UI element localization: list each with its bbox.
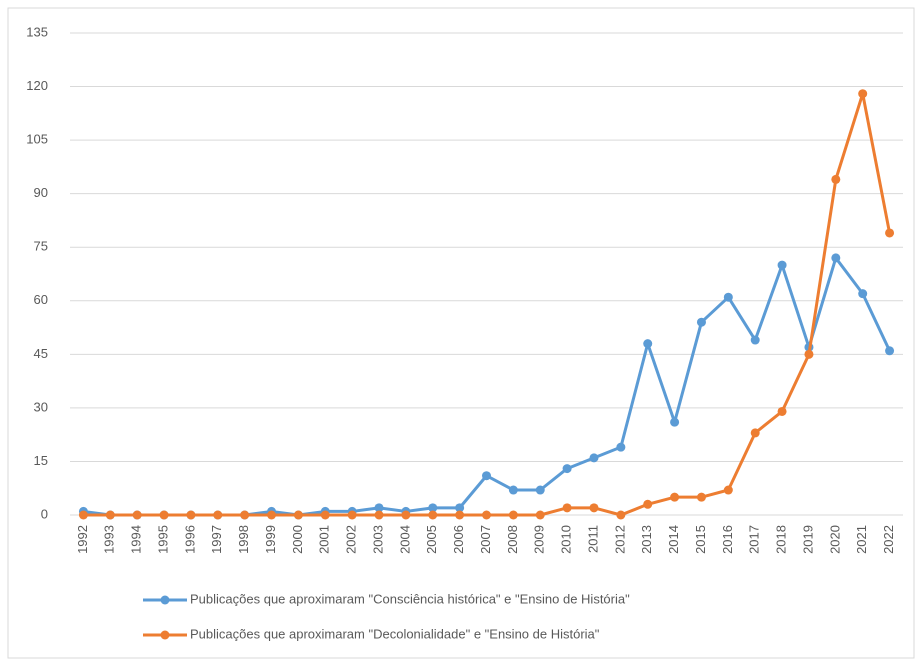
series-marker <box>696 492 706 502</box>
y-tick-label: 90 <box>34 185 48 200</box>
x-tick-label: 1999 <box>263 525 278 554</box>
y-tick-label: 15 <box>34 453 48 468</box>
y-tick-label: 45 <box>34 346 48 361</box>
x-tick-label: 1998 <box>236 525 251 554</box>
y-tick-label: 0 <box>41 506 48 521</box>
series-marker <box>455 510 465 520</box>
x-tick-label: 2021 <box>854 525 869 554</box>
x-tick-label: 1994 <box>129 525 144 554</box>
x-tick-label: 2001 <box>317 525 332 554</box>
x-tick-label: 2013 <box>639 525 654 554</box>
x-tick-label: 2003 <box>370 525 385 554</box>
series-marker <box>535 485 545 495</box>
legend-label: Publicações que aproximaram "Decoloniali… <box>190 626 600 641</box>
legend-label: Publicações que aproximaram "Consciência… <box>190 591 630 606</box>
x-tick-label: 2020 <box>827 525 842 554</box>
series-marker <box>213 510 223 520</box>
legend-marker <box>160 630 170 640</box>
x-tick-label: 1996 <box>182 525 197 554</box>
x-tick-label: 2002 <box>344 525 359 554</box>
series-marker <box>589 503 599 513</box>
series-marker <box>777 260 787 270</box>
x-tick-label: 2007 <box>478 525 493 554</box>
series-marker <box>562 464 572 474</box>
x-tick-label: 2015 <box>693 525 708 554</box>
x-tick-label: 2000 <box>290 525 305 554</box>
series-marker <box>347 510 357 520</box>
y-tick-label: 60 <box>34 292 48 307</box>
series-marker <box>428 510 438 520</box>
series-marker <box>374 503 384 513</box>
x-tick-label: 2018 <box>774 525 789 554</box>
series-marker <box>750 335 760 345</box>
series-marker <box>858 89 868 99</box>
x-tick-label: 2019 <box>800 525 815 554</box>
series-marker <box>616 442 626 452</box>
series-marker <box>535 510 545 520</box>
series-marker <box>482 471 491 481</box>
series-marker <box>643 499 653 509</box>
x-tick-label: 2022 <box>881 525 896 554</box>
series-marker <box>240 510 250 520</box>
series-marker <box>831 174 841 184</box>
y-tick-label: 30 <box>34 399 48 414</box>
series-marker <box>186 510 196 520</box>
series-marker <box>858 289 868 299</box>
chart-border <box>7 7 915 659</box>
x-tick-label: 2016 <box>720 525 735 554</box>
series-marker <box>831 253 841 263</box>
series-marker <box>320 510 330 520</box>
series-marker <box>670 492 680 502</box>
x-tick-label: 1997 <box>209 525 224 554</box>
series-marker <box>562 503 572 513</box>
x-tick-label: 2006 <box>451 525 466 554</box>
series-marker <box>696 317 706 327</box>
y-tick-label: 135 <box>26 24 48 39</box>
series-marker <box>508 510 518 520</box>
series-marker <box>804 349 814 359</box>
series-marker <box>589 453 599 463</box>
x-tick-label: 2009 <box>532 525 547 554</box>
series-marker <box>750 428 760 438</box>
x-tick-label: 2008 <box>505 525 520 554</box>
series-marker <box>670 417 680 427</box>
series-marker <box>777 406 787 416</box>
x-tick-label: 2005 <box>424 525 439 554</box>
series-marker <box>293 510 303 520</box>
series-marker <box>885 228 895 238</box>
x-tick-label: 2012 <box>612 525 627 554</box>
y-tick-label: 105 <box>26 132 48 147</box>
series-marker <box>267 510 277 520</box>
x-tick-label: 2011 <box>585 525 600 553</box>
x-tick-label: 1992 <box>75 525 90 554</box>
series-marker <box>401 510 411 520</box>
x-tick-label: 2017 <box>747 525 762 554</box>
series-marker <box>78 510 88 520</box>
series-marker <box>616 510 626 520</box>
series-marker <box>132 510 142 520</box>
series-marker <box>105 510 115 520</box>
x-tick-label: 1995 <box>155 525 170 554</box>
x-tick-label: 2004 <box>397 525 412 554</box>
series-marker <box>643 339 653 349</box>
x-tick-label: 2014 <box>666 525 681 554</box>
legend-marker <box>160 595 170 605</box>
x-tick-label: 1993 <box>102 525 117 554</box>
series-marker <box>455 503 465 513</box>
series-marker <box>374 510 384 520</box>
series-marker <box>885 346 895 356</box>
series-marker <box>482 510 491 520</box>
series-marker <box>723 485 733 495</box>
series-marker <box>159 510 169 520</box>
y-tick-label: 75 <box>34 239 48 254</box>
x-tick-label: 2010 <box>559 525 574 554</box>
series-marker <box>508 485 518 495</box>
series-marker <box>723 292 733 302</box>
y-tick-label: 120 <box>26 78 48 93</box>
series-marker <box>428 503 438 513</box>
